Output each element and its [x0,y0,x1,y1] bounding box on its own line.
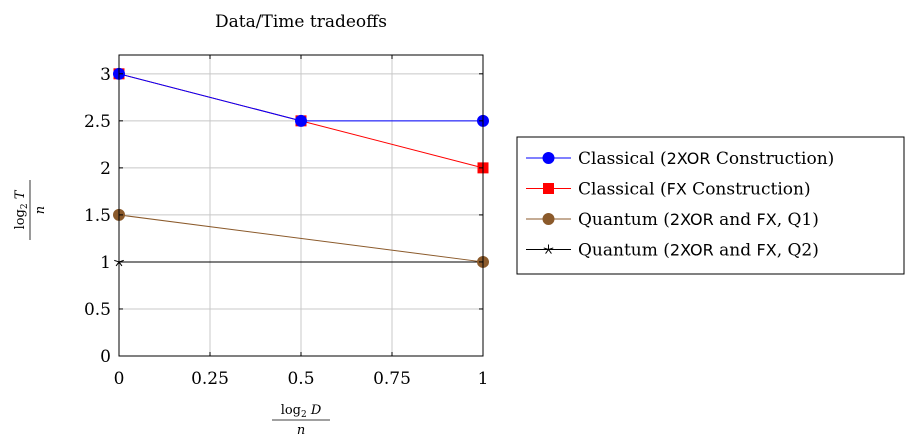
x-label-den: n [297,423,305,434]
y-tick-label: 1.5 [84,206,111,226]
legend-entry-quantum-q1: Quantum (2XOR and FX, Q1) [526,210,819,230]
svg-text:log2 D: log2 D [281,403,322,420]
x-tick-label: 0 [114,369,125,389]
x-label-log: log [281,403,301,418]
legend-entries: Classical (2XOR Construction) Classical (… [526,149,834,261]
y-tick-label: 1 [100,253,111,273]
legend-label: Classical (FX Construction) [578,180,811,200]
x-axis-label: log2 D n [272,403,330,434]
legend-marker [543,183,554,194]
legend-marker [542,213,555,225]
y-label-den: n [33,206,48,214]
x-axis-ticks: 0 0.25 0.5 0.75 1 [114,55,489,389]
legend-label: Quantum (2XOR and FX, Q2) [578,241,819,261]
legend-entry-quantum-q2: Quantum (2XOR and FX, Q2) [526,241,819,261]
legend-marker [542,152,555,164]
y-tick-label: 2 [100,159,111,179]
x-tick-label: 0.25 [191,369,229,389]
legend-label: Quantum (2XOR and FX, Q1) [578,210,819,230]
legend-box [516,136,905,275]
y-tick-label: 0 [100,347,111,367]
y-tick-label: 3 [100,65,111,85]
chart-title: Data/Time tradeoffs [215,12,387,32]
y-label-log: log [13,209,28,229]
legend-entry-classical-fx: Classical (FX Construction) [526,180,811,200]
y-label-var: T [13,189,28,199]
y-label-base: 2 [20,203,30,209]
legend-entry-classical-2xor: Classical (2XOR Construction) [526,149,834,169]
x-label-base: 2 [301,410,307,420]
y-tick-label: 2.5 [84,112,111,132]
legend-marker [543,244,554,254]
y-axis-label: log2 T n [13,180,48,240]
x-label-var: D [310,403,322,418]
legend-label: Classical (2XOR Construction) [578,149,834,169]
x-tick-label: 1 [478,369,489,389]
x-tick-label: 0.75 [373,369,411,389]
grid [118,55,484,357]
x-tick-label: 0.5 [287,369,314,389]
y-axis-ticks: 0 0.5 1 1.5 2 2.5 3 [84,65,483,367]
data-point-classical-2xor [295,114,307,127]
y-tick-label: 0.5 [84,300,111,320]
legend: Classical (2XOR Construction) Classical (… [516,136,905,275]
svg-text:log2 T: log2 T [13,189,30,229]
series-line-quantum-q1 [118,214,484,263]
